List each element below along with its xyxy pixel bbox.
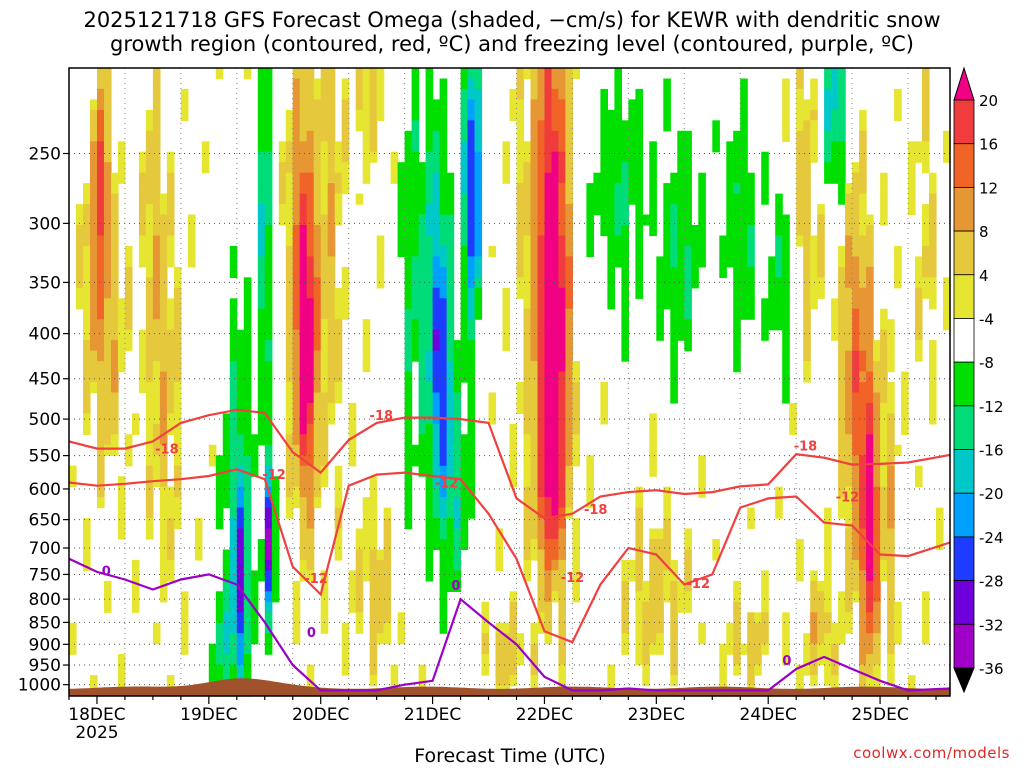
- x-tick-label-20DEC: 20DEC: [292, 705, 349, 725]
- colorbar-label-3: 8: [979, 223, 989, 241]
- terrain-fill: [69, 678, 950, 696]
- x-tick-label-25DEC: 25DEC: [851, 705, 908, 725]
- site-credit: coolwx.com/models: [853, 744, 1010, 762]
- contour-label-2: -18: [584, 503, 608, 518]
- y-tick-label-950: 950: [29, 656, 61, 676]
- contour-minus12: [68, 468, 951, 644]
- contour-label-5: -12: [304, 572, 328, 587]
- colorbar-segment-2: [953, 186, 975, 232]
- contours: -18 -18 -18 -18 -12 -12 -12 -12 -12 -12 0 0 0 0: [68, 408, 951, 692]
- x-tick-label-18DEC: 18DEC: [68, 705, 125, 725]
- colorbar-segment-1: [953, 143, 975, 188]
- colorbar-segment-4: [953, 274, 975, 319]
- x-tick-label-23DEC: 23DEC: [628, 705, 685, 725]
- colorbar-label-9: -20: [979, 485, 1004, 503]
- colorbar: 20 16 12 8 4 -4 -8 -12 -16 -20 -24 -28 -32 -36: [953, 66, 1004, 694]
- contour-label-1: -18: [370, 409, 394, 424]
- x-axis-label: Forecast Time (UTC): [414, 745, 606, 767]
- y-tick-label-900: 900: [29, 635, 61, 655]
- colorbar-label-0: 20: [979, 92, 998, 110]
- contour-label-12: 0: [307, 626, 316, 641]
- colorbar-label-10: -24: [979, 529, 1004, 547]
- colorbar-label-11: -28: [979, 573, 1004, 591]
- x-tick-label-21DEC: 21DEC: [404, 705, 461, 725]
- y-tick-label-800: 800: [29, 590, 61, 610]
- colorbar-segment-8: [953, 449, 975, 494]
- colorbar-label-5: -4: [979, 310, 994, 328]
- x-tick-year: 2025: [75, 723, 118, 743]
- y-tick-label-650: 650: [29, 511, 61, 531]
- y-tick-label-500: 500: [29, 410, 61, 430]
- colorbar-label-7: -12: [979, 398, 1004, 416]
- colorbar-bottom-arrow: [953, 667, 975, 694]
- colorbar-segment-7: [953, 405, 975, 450]
- colorbar-segment-10: [953, 536, 975, 582]
- y-tick-label-850: 850: [29, 613, 61, 633]
- chart-title-line2: growth region (contoured, red, ºC) and f…: [110, 32, 914, 56]
- contour-label-10: 0: [102, 564, 111, 579]
- y-tick-label-450: 450: [29, 370, 61, 390]
- contour-label-6: -12: [435, 477, 459, 492]
- y-tick-label-250: 250: [29, 144, 61, 164]
- y-tick-label-550: 550: [29, 447, 61, 467]
- contour-label-11: 0: [451, 579, 460, 594]
- contour-label-8: -12: [687, 577, 711, 592]
- contour-label-7: -12: [561, 571, 585, 586]
- y-tick-label-1000: 1000: [18, 676, 61, 696]
- colorbar-segment-6: [953, 361, 975, 407]
- y-tick-label-750: 750: [29, 565, 61, 585]
- colorbar-label-13: -36: [979, 660, 1004, 678]
- contour-minus18: [68, 408, 951, 520]
- colorbar-segment-9: [953, 492, 975, 538]
- colorbar-label-12: -32: [979, 616, 1004, 634]
- chart-title-line1: 2025121718 GFS Forecast Omega (shaded, −…: [83, 8, 941, 32]
- colorbar-label-6: -8: [979, 354, 994, 372]
- contour-label-3: -18: [794, 440, 818, 455]
- contour-label-9: -12: [836, 491, 860, 506]
- y-axis: 2503003504004505005506006507007508008509…: [18, 144, 69, 696]
- y-tick-label-350: 350: [29, 273, 61, 293]
- x-tick-label-24DEC: 24DEC: [740, 705, 797, 725]
- colorbar-segment-11: [953, 580, 975, 625]
- colorbar-segment-3: [953, 230, 975, 276]
- x-tick-label-19DEC: 19DEC: [180, 705, 237, 725]
- colorbar-label-2: 12: [979, 179, 998, 197]
- contour-label-13: 0: [782, 654, 791, 669]
- contour-label-0: -18: [155, 443, 179, 458]
- colorbar-label-4: 4: [979, 267, 989, 285]
- colorbar-label-1: 16: [979, 136, 998, 154]
- y-tick-label-300: 300: [29, 214, 61, 234]
- colorbar-segment-5: [953, 318, 975, 363]
- terrain: [69, 678, 950, 696]
- colorbar-segment-0: [953, 99, 975, 145]
- y-tick-label-600: 600: [29, 480, 61, 500]
- colorbar-top-arrow: [953, 66, 975, 101]
- x-axis: 18DEC 19DEC 20DEC 21DEC 22DEC 23DEC 24DEC 25DEC…: [68, 696, 937, 743]
- colorbar-segment-12: [953, 623, 975, 669]
- contour-freezing-0c: [68, 557, 951, 692]
- y-tick-label-400: 400: [29, 325, 61, 345]
- colorbar-label-8: -16: [979, 442, 1004, 460]
- x-tick-label-22DEC: 22DEC: [516, 705, 573, 725]
- contour-label-4: -12: [262, 468, 286, 483]
- y-tick-label-700: 700: [29, 539, 61, 559]
